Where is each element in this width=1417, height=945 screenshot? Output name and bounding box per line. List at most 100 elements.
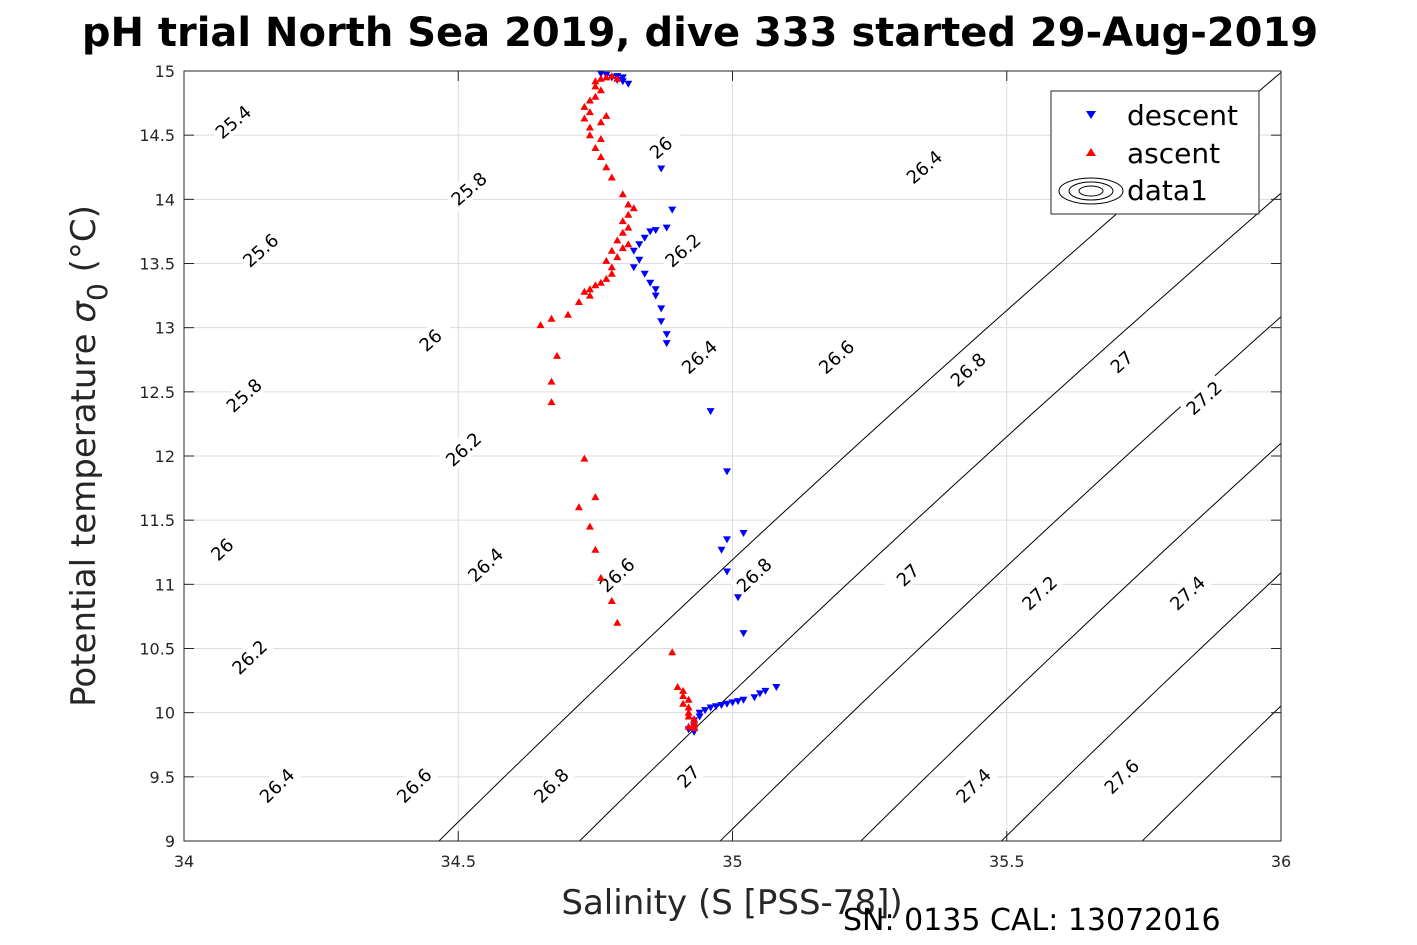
isopycnal-line: [1398, 45, 1417, 866]
descent-point: [651, 286, 660, 294]
y-ticks: 9 9.5 10 10.5 11 11.5 12 12.5 13 13.5 14 14.5 15: [139, 62, 1281, 851]
ascent-point: [596, 573, 605, 581]
contour-label: 27: [883, 550, 932, 599]
y-tick-label: 12.5: [139, 383, 175, 402]
descent-point: [662, 224, 671, 232]
ascent-point: [613, 253, 622, 261]
x-tick-label: 34: [174, 852, 194, 871]
y-tick-label: 9.5: [150, 768, 175, 787]
ascent-point: [536, 321, 545, 329]
y-axis-label-prefix: Potential temperature: [64, 323, 104, 707]
ascent-point: [596, 118, 605, 126]
x-tick-label: 35.5: [989, 852, 1025, 871]
isopycnal-line: [1000, 572, 1281, 841]
x-ticks: 34 34.5 35 35.5 36: [174, 71, 1291, 871]
contour-label: 26.8: [526, 761, 575, 810]
contour-label-bg: [674, 332, 724, 380]
ascent-point: [553, 351, 561, 359]
ascent-point: [585, 291, 594, 299]
contour-label-bg: [592, 550, 641, 599]
y-axis-label: Potential temperature σ0 (°C): [64, 205, 114, 707]
contour-label-bg: [1179, 373, 1228, 422]
y-tick-label: 10: [155, 704, 175, 723]
contour-label-bg: [635, 123, 686, 171]
ascent-point: [547, 398, 556, 406]
grid-lines: [184, 71, 1281, 841]
ascent-point: [580, 102, 589, 110]
ascent-point: [602, 73, 611, 81]
ascent-point: [585, 522, 594, 530]
ascent-point: [607, 263, 616, 271]
ascent-point: [613, 236, 622, 244]
ascent-point: [574, 503, 583, 511]
ascent-point: [596, 86, 605, 94]
ascent-point: [673, 683, 682, 690]
ascent-point: [585, 285, 594, 293]
svg-text:Potential temperature σ0 (°C): Potential temperature σ0 (°C): [64, 205, 114, 707]
contour-label-bg: [1096, 338, 1146, 386]
ascent-point: [668, 648, 677, 656]
ascent-point: [684, 708, 693, 716]
contour-label-bg: [438, 425, 488, 473]
ascent-point: [684, 712, 693, 720]
descent-point: [695, 713, 704, 721]
descent-point: [717, 546, 726, 554]
contour-labels: 25.425.826 26.425.6 26.226 26.4 26.6 26.8 2727…: [197, 98, 1228, 810]
contour-label-bg: [1014, 568, 1064, 617]
y-tick-label: 14.5: [139, 126, 175, 145]
legend-ascent-marker: [1086, 148, 1096, 156]
y-tick-label: 9: [165, 832, 175, 851]
legend: descent ascent data1: [1050, 90, 1260, 215]
descent-point: [640, 270, 649, 278]
descent-point: [739, 530, 748, 537]
ascent-point: [591, 92, 600, 100]
descent-point: [635, 241, 644, 249]
contour-label: 27: [663, 752, 713, 801]
contour-label-bg: [1097, 752, 1146, 801]
descent-point: [657, 165, 666, 173]
x-tick-label: 36: [1271, 852, 1291, 871]
ascent-point: [607, 173, 616, 181]
isopycnal-line: [1141, 705, 1281, 841]
ascent-point: [574, 298, 583, 305]
ascent-point: [580, 287, 589, 295]
contour-label-bg: [943, 345, 993, 393]
ascent-point: [596, 153, 605, 160]
legend-descent-marker: [1086, 111, 1096, 119]
descent-point: [750, 694, 759, 702]
x-tick-label: 34.5: [440, 852, 476, 871]
contour-label-bg: [657, 226, 707, 274]
contour-label-bg: [235, 226, 285, 274]
contour-label-bg: [224, 632, 274, 681]
descent-point: [657, 305, 666, 313]
ascent-point: [602, 163, 611, 171]
ascent-point: [602, 111, 611, 119]
ascent-point: [684, 695, 693, 703]
contour-label-bg: [252, 761, 301, 810]
ascent-point: [618, 244, 627, 252]
ascent-point: [624, 210, 633, 218]
y-axis-label-sigma: σ: [64, 300, 104, 323]
legend-data1-label: data1: [1127, 174, 1208, 207]
ascent-point: [564, 310, 572, 318]
ascent-point: [607, 246, 616, 254]
legend-descent-label: descent: [1127, 99, 1238, 132]
y-tick-label: 13: [155, 319, 175, 338]
ascent-point: [591, 493, 600, 501]
ascent-point: [607, 72, 616, 80]
chart-title: pH trial North Sea 2019, dive 333 starte…: [82, 10, 1318, 56]
descent-point: [723, 468, 731, 476]
contour-label-bg: [948, 761, 998, 810]
contour-label-bg: [526, 761, 575, 810]
descent-point: [706, 704, 715, 712]
ascent-point: [602, 274, 611, 282]
data-points: [536, 71, 781, 736]
ascent-point: [585, 96, 594, 104]
ascent-point: [547, 314, 556, 322]
isopycnal-line: [860, 442, 1281, 841]
ascent-point: [591, 545, 600, 553]
ascent-point: [547, 377, 556, 385]
descent-point: [772, 684, 781, 691]
y-tick-label: 11.5: [139, 511, 175, 530]
ascent-point: [591, 77, 600, 85]
